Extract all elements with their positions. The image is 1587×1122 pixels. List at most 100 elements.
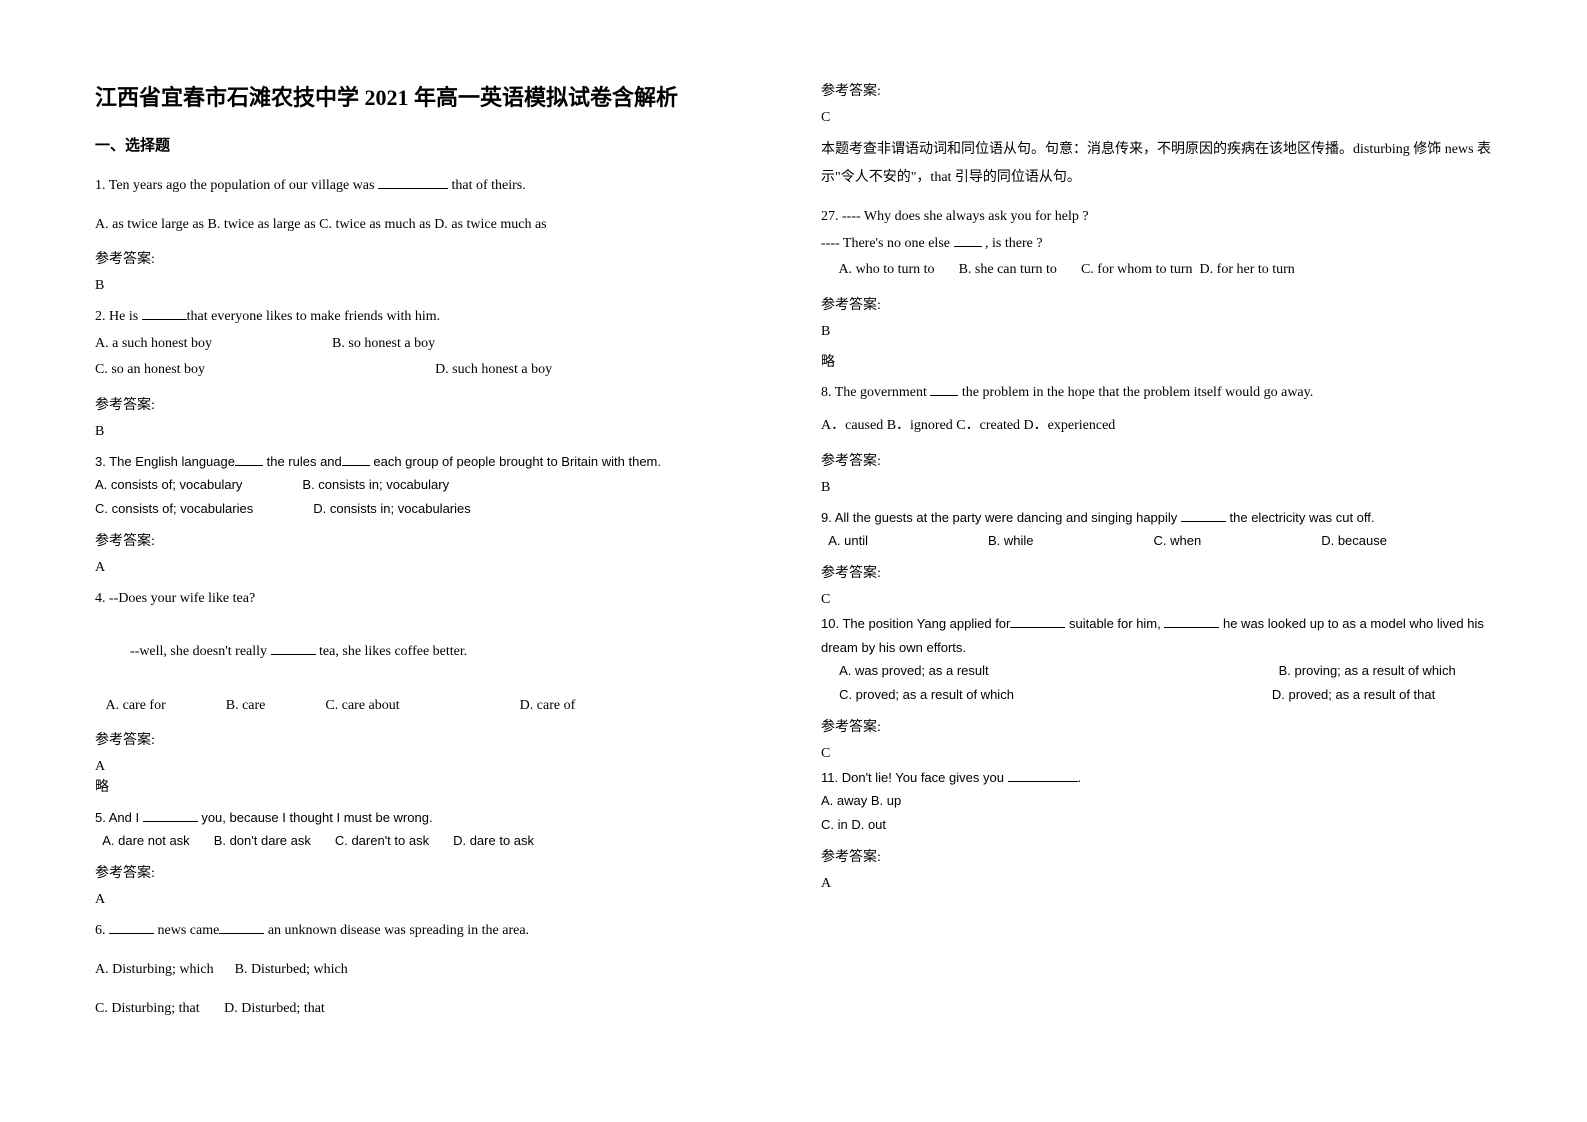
q7-optD: D. for her to turn	[1200, 262, 1295, 277]
question-2: 2. He is that everyone likes to make fri…	[95, 304, 766, 440]
q7-line2b: , is there ?	[982, 236, 1043, 251]
blank	[342, 453, 370, 466]
q6-stem: 6. news came an unknown disease was spre…	[95, 918, 766, 945]
answer-label: 参考答案:	[95, 862, 766, 882]
question-7: 27. ---- Why does she always ask you for…	[821, 204, 1492, 376]
q10-text-b: suitable for him,	[1065, 616, 1164, 631]
q6-text-c: an unknown disease was spreading in the …	[264, 923, 529, 938]
q7-optA: A. who to turn to	[839, 262, 935, 277]
q4-answer: A	[95, 759, 766, 775]
q8-stem: 8. The government the problem in the hop…	[821, 380, 1492, 407]
q10-stem: 10. The position Yang applied for suitab…	[821, 612, 1492, 659]
answer-label: 参考答案:	[821, 716, 1492, 736]
q8-answer: B	[821, 480, 1492, 496]
q2-answer: B	[95, 424, 766, 440]
q3-optB: B. consists in; vocabulary	[302, 477, 449, 492]
section-header: 一、选择题	[95, 134, 766, 155]
q3-optC: C. consists of; vocabularies	[95, 501, 253, 516]
q1-answer: B	[95, 278, 766, 294]
answer-label: 参考答案:	[95, 729, 766, 749]
q9-text-b: the electricity was cut off.	[1226, 510, 1375, 525]
blank	[1181, 509, 1226, 522]
q6-explain: 本题考查非谓语动词和同位语从句。句意：消息传来，不明原因的疾病在该地区传播。di…	[821, 136, 1492, 192]
q1-text-a: 1. Ten years ago the population of our v…	[95, 178, 378, 193]
q3-text-c: each group of people brought to Britain …	[370, 454, 661, 469]
q2-optD: D. such honest a boy	[435, 362, 552, 377]
blank	[143, 809, 198, 822]
q5-stem: 5. And I you, because I thought I must b…	[95, 806, 766, 829]
q2-optA: A. a such honest boy	[95, 336, 212, 351]
q10-optC: C. proved; as a result of which	[839, 687, 1014, 702]
q2-optB: B. so honest a boy	[332, 336, 435, 351]
question-5: 5. And I you, because I thought I must b…	[95, 806, 766, 909]
q8-text-a: 8. The government	[821, 385, 930, 400]
q4-opts: A. care forB. careC. care aboutD. care o…	[95, 693, 766, 720]
q4-line1: 4. --Does your wife like tea?	[95, 586, 766, 613]
q7-lue: 略	[821, 350, 1492, 377]
q5-optA: A. dare not ask	[102, 833, 189, 848]
q8-opts: A．caused B．ignored C．created D．experienc…	[821, 413, 1492, 440]
q4-optC: C. care about	[325, 698, 399, 713]
q10-text-a: 10. The position Yang applied for	[821, 616, 1010, 631]
q3-answer: A	[95, 560, 766, 576]
question-6: 6. news came an unknown disease was spre…	[95, 918, 766, 1022]
q9-text-a: 9. All the guests at the party were danc…	[821, 510, 1181, 525]
question-10: 10. The position Yang applied for suitab…	[821, 612, 1492, 762]
blank	[954, 233, 982, 247]
q3-opts-row2: C. consists of; vocabulariesD. consists …	[95, 497, 766, 520]
q5-text-b: you, because I thought I must be wrong.	[198, 810, 433, 825]
q5-optC: C. daren't to ask	[335, 833, 429, 848]
q3-text-a: 3. The English language	[95, 454, 235, 469]
question-11: 11. Don't lie! You face gives you . A. a…	[821, 766, 1492, 892]
q4-line2b: tea, she likes coffee better.	[316, 644, 468, 659]
q3-stem: 3. The English language the rules and ea…	[95, 450, 766, 473]
q9-stem: 9. All the guests at the party were danc…	[821, 506, 1492, 529]
q2-text-a: 2. He is	[95, 309, 142, 324]
blank	[1010, 616, 1065, 629]
q9-optD: D. because	[1321, 533, 1387, 548]
blank	[1164, 616, 1219, 629]
q11-text-a: 11. Don't lie! You face gives you	[821, 770, 1008, 785]
q6-text-b: news came	[154, 923, 219, 938]
q5-answer: A	[95, 892, 766, 908]
q5-optB: B. don't dare ask	[214, 833, 311, 848]
q7-optB: B. she can turn to	[959, 262, 1057, 277]
q6-text-a: 6.	[95, 923, 109, 938]
q5-opts: A. dare not ask B. don't dare ask C. daren…	[95, 829, 766, 852]
q9-optC: C. when	[1154, 533, 1202, 548]
q7-opts: A. who to turn to B. she can turn to C. fo…	[821, 257, 1492, 284]
q10-optA: A. was proved; as a result	[839, 663, 989, 678]
q11-answer: A	[821, 876, 1492, 892]
q7-line1: 27. ---- Why does she always ask you for…	[821, 204, 1492, 231]
q11-stem: 11. Don't lie! You face gives you .	[821, 766, 1492, 789]
blank	[235, 453, 263, 466]
q8-text-b: the problem in the hope that the problem…	[958, 385, 1313, 400]
answer-label: 参考答案:	[95, 394, 766, 414]
q11-optsAB: A. away B. up	[821, 789, 1492, 812]
q9-optA: A. until	[828, 533, 868, 548]
answer-label: 参考答案:	[821, 80, 1492, 100]
q7-optC: C. for whom to turn	[1081, 262, 1193, 277]
question-3: 3. The English language the rules and ea…	[95, 450, 766, 576]
document-page: 江西省宜春市石滩农技中学 2021 年高一英语模拟试卷含解析 一、选择题 1. …	[0, 0, 1587, 1122]
page-title: 江西省宜春市石滩农技中学 2021 年高一英语模拟试卷含解析	[95, 80, 766, 112]
blank	[109, 921, 154, 935]
q10-opts-row1: A. was proved; as a resultB. proving; as…	[821, 659, 1492, 682]
q6-optsAB: A. Disturbing; which B. Disturbed; which	[95, 957, 766, 984]
q4-optB: B. care	[226, 698, 266, 713]
blank	[142, 307, 187, 321]
q9-opts: A. untilB. whileC. whenD. because	[821, 529, 1492, 552]
answer-label: 参考答案:	[821, 562, 1492, 582]
q5-optD: D. dare to ask	[453, 833, 534, 848]
answer-label: 参考答案:	[95, 248, 766, 268]
question-6-answer: 参考答案: C 本题考查非谓语动词和同位语从句。句意：消息传来，不明原因的疾病在…	[821, 80, 1492, 192]
q4-optA: A. care for	[106, 698, 166, 713]
blank	[378, 175, 448, 189]
q4-line2: --well, she doesn't really tea, she like…	[95, 613, 766, 693]
q9-answer: C	[821, 592, 1492, 608]
answer-label: 参考答案:	[95, 530, 766, 550]
q2-stem: 2. He is that everyone likes to make fri…	[95, 304, 766, 331]
q11-text-b: .	[1078, 770, 1082, 785]
q7-line2: ---- There's no one else , is there ?	[821, 231, 1492, 258]
q2-opts-row1: A. a such honest boy B. so honest a boy	[95, 331, 766, 358]
